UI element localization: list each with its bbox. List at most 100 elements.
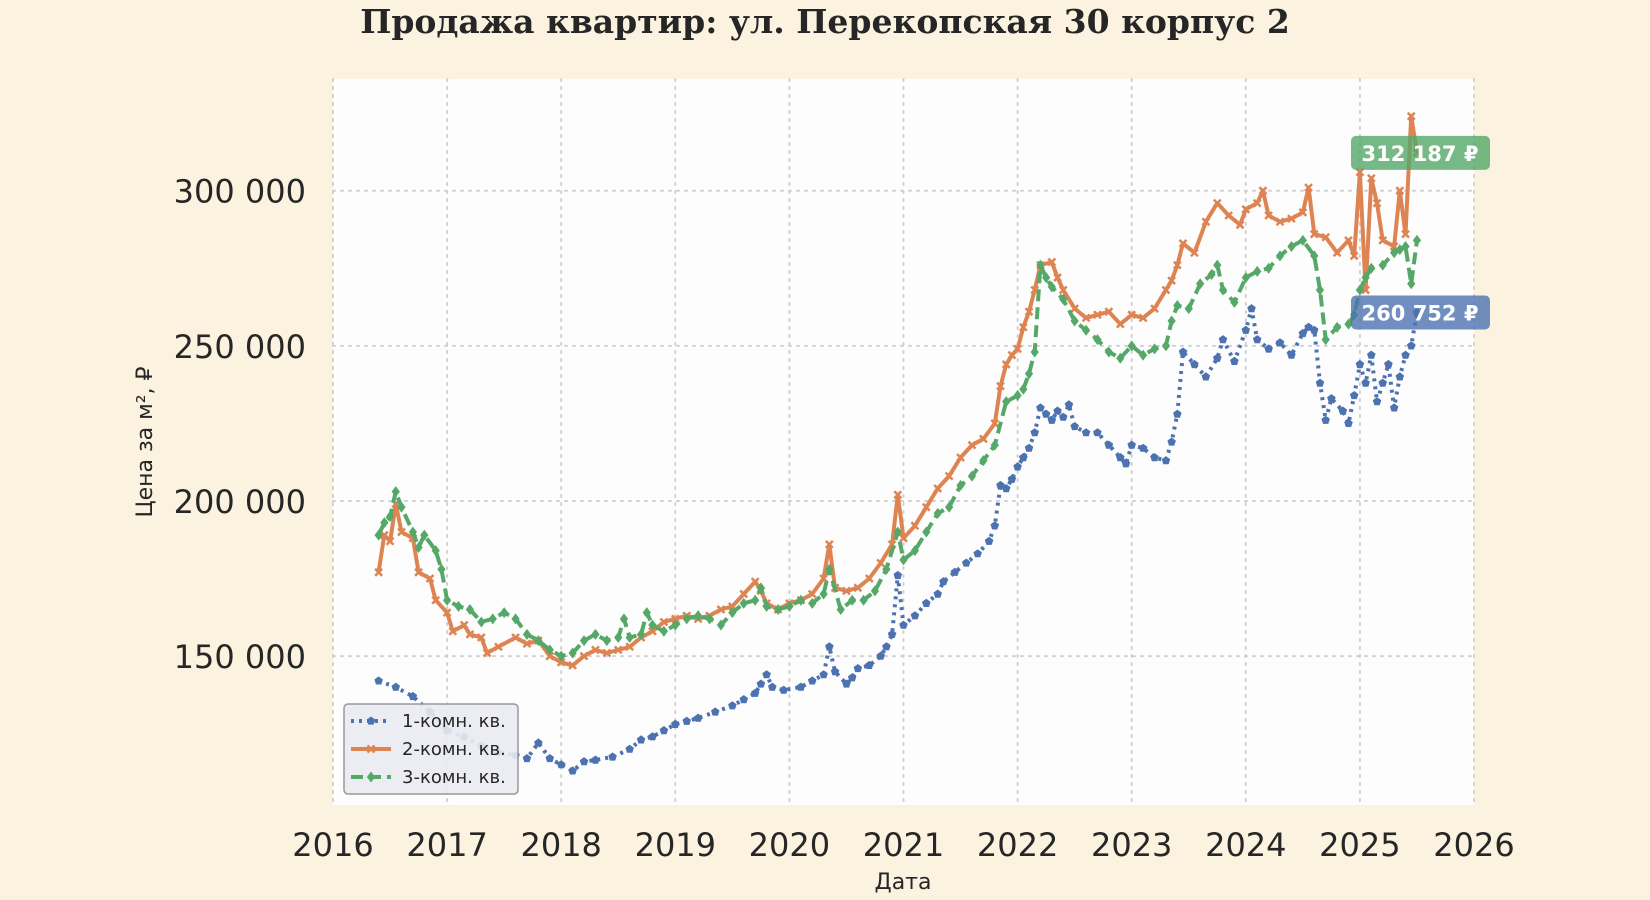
data-point	[1287, 241, 1296, 253]
data-point	[693, 610, 703, 622]
data-point	[933, 484, 943, 493]
data-point	[613, 645, 623, 655]
data-point	[842, 586, 851, 596]
data-point	[648, 626, 657, 636]
data-point	[642, 607, 651, 619]
data-point	[682, 716, 691, 725]
value-badge: 312 187 ₽	[1351, 135, 1490, 170]
data-point	[414, 567, 423, 577]
data-point	[557, 650, 566, 662]
data-point	[893, 526, 902, 538]
data-point	[853, 664, 863, 673]
badge-text: 260 752 ₽	[1362, 301, 1479, 325]
data-point	[756, 582, 765, 594]
data-point	[1275, 338, 1285, 347]
data-point	[836, 604, 845, 616]
data-point	[500, 607, 509, 619]
data-point	[1081, 313, 1091, 323]
data-point	[1253, 265, 1262, 277]
data-point	[1264, 344, 1273, 353]
data-point	[739, 695, 748, 704]
data-point	[1184, 303, 1193, 315]
data-point	[1361, 272, 1370, 284]
legend-item: 3-комн. кв.	[351, 767, 506, 788]
data-point	[1093, 428, 1102, 437]
data-point	[385, 510, 395, 522]
data-point	[1024, 368, 1034, 380]
data-point	[950, 567, 960, 576]
data-point	[1127, 310, 1137, 320]
y-tick-label: 150 000	[174, 638, 306, 676]
data-point	[442, 608, 452, 618]
data-point	[1001, 360, 1011, 369]
x-tick-label: 2018	[520, 826, 601, 864]
data-point	[1389, 403, 1399, 412]
data-point	[442, 594, 452, 606]
data-point	[1378, 235, 1388, 245]
data-point	[1395, 372, 1405, 381]
data-point	[380, 517, 389, 529]
data-point	[556, 657, 566, 667]
data-point	[1230, 356, 1239, 365]
data-point	[1150, 343, 1159, 355]
data-point	[459, 620, 469, 630]
data-point	[785, 600, 794, 612]
data-point	[1241, 204, 1251, 214]
data-point	[1127, 340, 1136, 352]
data-point	[556, 760, 566, 769]
data-point	[1019, 383, 1028, 395]
y-axis-label: Цена за м², ₽	[133, 366, 158, 517]
data-point	[956, 453, 965, 462]
data-point	[779, 685, 788, 694]
data-point	[750, 577, 760, 586]
data-point	[1093, 310, 1102, 320]
legend-label: 1-комн. кв.	[402, 711, 506, 732]
badge-text: 312 187 ₽	[1362, 142, 1479, 166]
data-point	[1201, 217, 1211, 227]
data-point	[1298, 208, 1308, 217]
data-point	[933, 589, 942, 598]
data-point	[848, 594, 857, 606]
data-point	[1378, 259, 1387, 271]
data-point	[391, 682, 400, 691]
data-point	[1384, 359, 1393, 369]
data-point	[1258, 186, 1268, 196]
data-point	[522, 754, 532, 763]
data-point	[1070, 315, 1079, 327]
data-point	[1395, 186, 1405, 196]
data-point	[922, 526, 931, 538]
data-point	[1201, 372, 1211, 381]
data-point	[756, 679, 766, 688]
data-point	[1309, 229, 1319, 239]
data-point	[579, 635, 589, 647]
data-point	[773, 604, 783, 616]
data-point	[420, 529, 429, 541]
data-point	[1224, 211, 1234, 220]
data-point	[870, 585, 880, 597]
data-point	[1167, 276, 1177, 286]
data-point	[591, 628, 600, 640]
data-point	[716, 605, 726, 614]
data-point	[825, 642, 834, 651]
data-point	[1218, 335, 1228, 344]
data-point	[750, 688, 760, 697]
data-point	[739, 589, 749, 599]
data-point	[1252, 198, 1262, 208]
y-tick-label: 250 000	[174, 328, 306, 366]
data-point	[1064, 400, 1074, 409]
y-tick-label: 200 000	[174, 483, 306, 521]
data-point	[1150, 453, 1159, 462]
data-point	[391, 486, 400, 498]
data-point	[705, 613, 714, 625]
data-point	[671, 619, 680, 631]
data-point	[1241, 272, 1250, 284]
legend-swatch-marker	[366, 744, 376, 754]
data-point	[825, 563, 834, 575]
data-point	[921, 502, 931, 512]
data-point	[1172, 260, 1182, 270]
data-point	[1047, 257, 1057, 267]
data-point	[1093, 334, 1102, 346]
x-tick-label: 2025	[1319, 826, 1400, 864]
series-line	[377, 306, 1419, 773]
x-tick-label: 2023	[1091, 826, 1172, 864]
